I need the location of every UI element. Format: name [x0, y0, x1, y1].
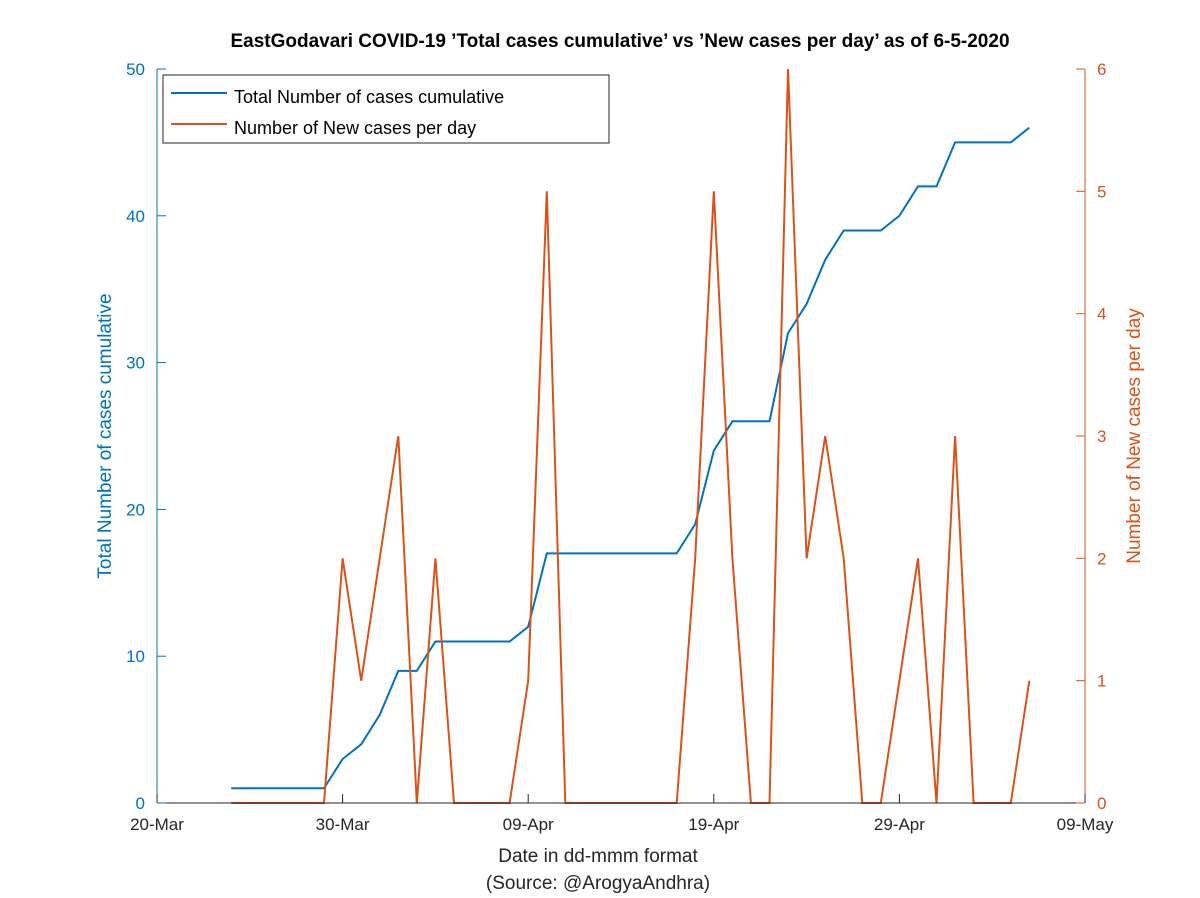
x-tick-label: 19-Apr — [688, 815, 739, 834]
x-axis-ticks: 20-Mar 30-Mar 09-Apr 19-Apr 29-Apr 09-May — [130, 794, 1114, 834]
y-right-tick-label: 4 — [1097, 305, 1106, 324]
y-right-tick-label: 6 — [1097, 60, 1106, 79]
y-left-tick-label: 50 — [126, 60, 145, 79]
y-left-tick-label: 40 — [126, 207, 145, 226]
y-right-tick-label: 3 — [1097, 427, 1106, 446]
y-right-tick-label: 1 — [1097, 672, 1106, 691]
legend: Total Number of cases cumulative Number … — [162, 74, 610, 144]
y-left-tick-label: 0 — [136, 794, 145, 813]
y-right-axis-ticks: 0 1 2 3 4 5 6 — [1076, 60, 1106, 813]
x-tick-label: 20-Mar — [130, 815, 184, 834]
y-right-axis-label: Number of New cases per day — [1124, 308, 1145, 564]
plot-background — [157, 69, 1085, 803]
x-tick-label: 09-May — [1057, 815, 1114, 834]
plot-area — [156, 68, 1086, 804]
series-line-cumulative — [231, 126, 1030, 790]
chart-title: EastGodavari COVID-19 ’Total cases cumul… — [230, 31, 1009, 52]
x-axis-label: Date in dd-mmm format — [498, 846, 698, 867]
y-left-tick-label: 10 — [126, 647, 145, 666]
y-right-tick-label: 5 — [1097, 182, 1106, 201]
legend-box — [162, 74, 610, 144]
legend-label-new-cases: Number of New cases per day — [234, 118, 476, 138]
x-tick-label: 29-Apr — [874, 815, 925, 834]
y-left-axis-label: Total Number of cases cumulative — [95, 293, 116, 578]
y-right-tick-label: 0 — [1097, 794, 1106, 813]
y-left-tick-label: 30 — [126, 354, 145, 373]
y-right-tick-label: 2 — [1097, 549, 1106, 568]
x-tick-label: 30-Mar — [316, 815, 370, 834]
x-tick-label: 09-Apr — [503, 815, 554, 834]
y-left-tick-label: 20 — [126, 500, 145, 519]
y-left-axis-ticks: 0 10 20 30 40 50 — [126, 60, 166, 813]
source-note: (Source: @ArogyaAndhra) — [486, 873, 710, 894]
legend-label-cumulative: Total Number of cases cumulative — [234, 87, 504, 107]
